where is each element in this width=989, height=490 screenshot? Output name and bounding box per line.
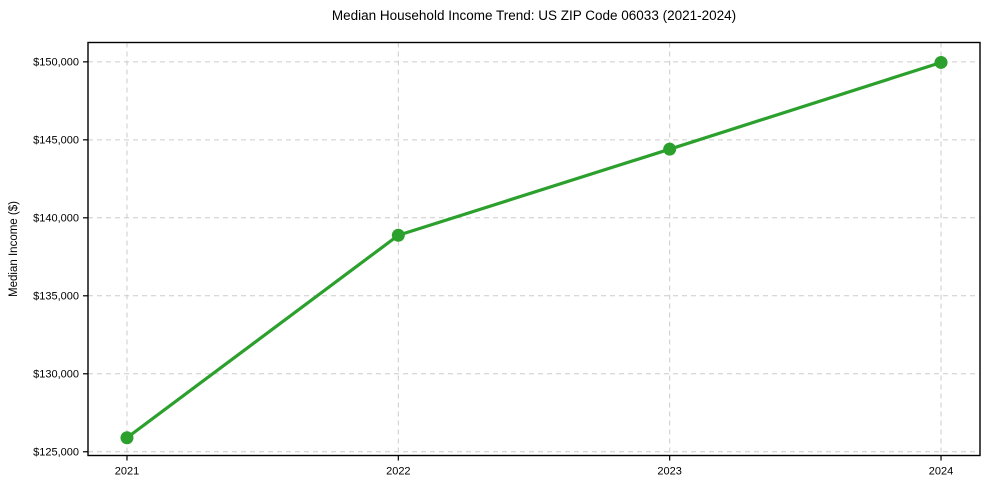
data-point-2021 bbox=[120, 431, 134, 445]
x-tick-label: 2022 bbox=[386, 466, 410, 478]
x-tick-label: 2024 bbox=[929, 466, 953, 478]
y-tick-label: $145,000 bbox=[33, 135, 79, 147]
x-tick-label: 2023 bbox=[657, 466, 681, 478]
axes-border bbox=[87, 41, 981, 457]
chart-title: Median Household Income Trend: US ZIP Co… bbox=[331, 8, 737, 23]
data-point-2024 bbox=[934, 55, 948, 69]
y-tick-label: $150,000 bbox=[33, 57, 79, 69]
x-tick-label: 2021 bbox=[115, 466, 139, 478]
y-tick-label: $130,000 bbox=[33, 369, 79, 381]
y-tick-label: $140,000 bbox=[33, 213, 79, 225]
data-point-2022 bbox=[391, 228, 405, 242]
y-tick-label: $125,000 bbox=[33, 447, 79, 459]
y-tick-label: $135,000 bbox=[33, 291, 79, 303]
data-point-2023 bbox=[663, 142, 677, 156]
trend-line bbox=[125, 60, 943, 440]
